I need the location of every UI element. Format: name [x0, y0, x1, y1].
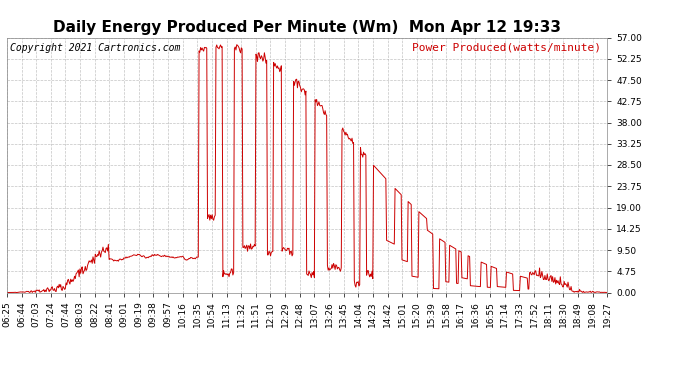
Text: Power Produced(watts/minute): Power Produced(watts/minute)	[412, 43, 601, 52]
Text: Copyright 2021 Cartronics.com: Copyright 2021 Cartronics.com	[10, 43, 180, 52]
Title: Daily Energy Produced Per Minute (Wm)  Mon Apr 12 19:33: Daily Energy Produced Per Minute (Wm) Mo…	[53, 20, 561, 35]
